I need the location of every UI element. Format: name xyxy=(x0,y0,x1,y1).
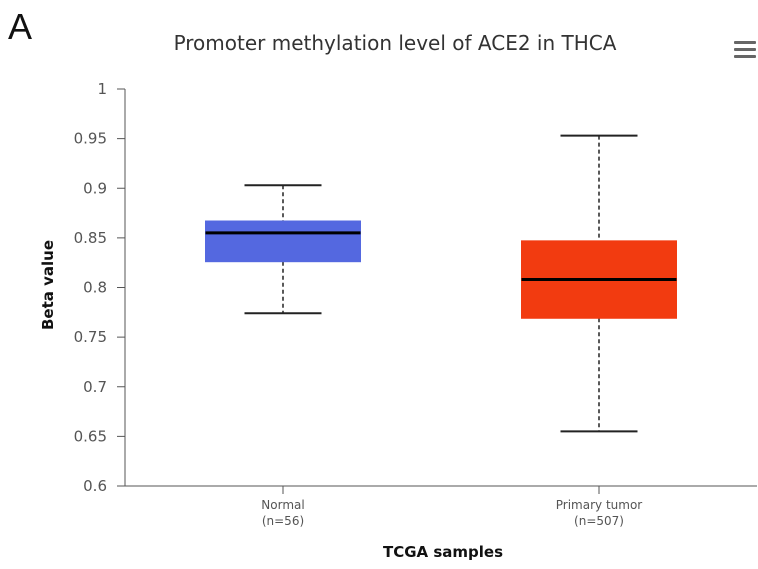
x-tick-count-label: (n=56) xyxy=(262,514,304,528)
y-tick-label: 0.75 xyxy=(74,328,107,346)
y-tick-label: 0.8 xyxy=(83,279,107,297)
x-tick-label: Normal xyxy=(261,498,304,512)
y-tick-label: 0.9 xyxy=(83,179,107,197)
x-tick-count-label: (n=507) xyxy=(574,514,624,528)
y-tick-label: 0.7 xyxy=(83,378,107,396)
y-axis-title: Beta value xyxy=(39,240,57,330)
y-tick-label: 1 xyxy=(97,80,107,98)
hamburger-menu-icon[interactable] xyxy=(734,41,756,59)
x-axis-title: TCGA samples xyxy=(383,543,503,561)
chart-title: Promoter methylation level of ACE2 in TH… xyxy=(173,31,617,55)
y-tick-label: 0.65 xyxy=(74,427,107,445)
panel-label: A xyxy=(8,6,33,47)
y-tick-label: 0.95 xyxy=(74,130,107,148)
x-tick-label: Primary tumor xyxy=(556,498,643,512)
y-tick-label: 0.85 xyxy=(74,229,107,247)
iqr-box xyxy=(205,220,361,263)
y-tick-label: 0.6 xyxy=(83,477,107,495)
